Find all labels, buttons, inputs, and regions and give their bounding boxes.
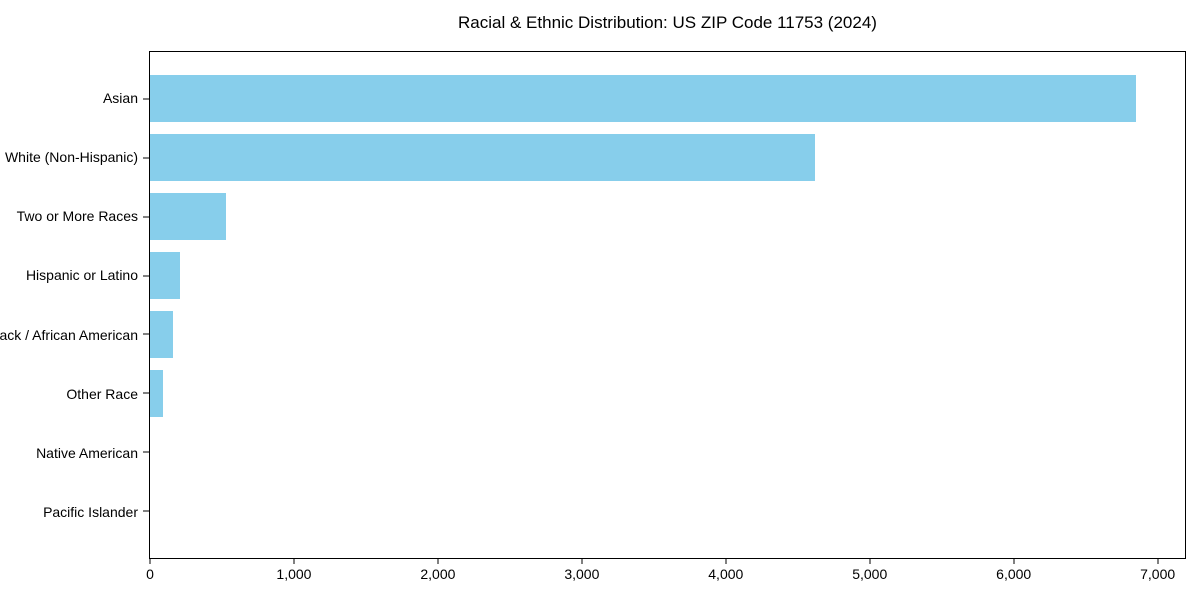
- y-tick-label: Other Race: [66, 385, 138, 402]
- x-tick: [1157, 558, 1159, 564]
- y-tick-label: White (Non-Hispanic): [4, 148, 138, 165]
- y-tick: [143, 451, 150, 453]
- y-tick-label: Hispanic or Latino: [25, 267, 138, 284]
- x-tick-label: 0: [146, 566, 154, 582]
- bar-hispanic-or-latino: [150, 251, 180, 300]
- bar-other-race: [150, 369, 163, 418]
- x-tick: [1013, 558, 1015, 564]
- y-tick-label: Asian: [102, 89, 138, 106]
- bar-two-or-more-races: [150, 192, 227, 241]
- x-tick: [725, 558, 727, 564]
- x-tick: [293, 558, 295, 564]
- y-tick-label: Pacific Islander: [43, 504, 138, 521]
- x-tick: [437, 558, 439, 564]
- chart-title: Racial & Ethnic Distribution: US ZIP Cod…: [458, 13, 877, 32]
- x-tick-label: 2,000: [420, 566, 456, 582]
- x-tick-label: 1,000: [276, 566, 312, 582]
- y-tick-label: Native American: [36, 445, 138, 461]
- bar-white-non-hispanic: [150, 133, 816, 182]
- y-tick: [143, 275, 150, 276]
- x-tick: [149, 558, 151, 564]
- y-axis-labels: Asian White (Non-Hispanic) Two or More Rac…: [0, 51, 149, 559]
- x-tick-label: 3,000: [564, 566, 600, 582]
- x-tick-label: 7,000: [1140, 566, 1176, 582]
- x-tick: [869, 558, 871, 564]
- y-tick-label: Two or More Races: [16, 208, 138, 225]
- y-tick: [143, 216, 150, 218]
- x-tick: [581, 558, 583, 564]
- y-tick: [143, 157, 150, 159]
- x-tick-label: 5,000: [852, 566, 888, 582]
- y-tick: [143, 510, 150, 512]
- y-tick-label: Black / African American: [0, 326, 138, 343]
- bar-asian: [150, 75, 1137, 123]
- y-tick: [143, 98, 150, 100]
- y-tick: [143, 333, 150, 335]
- y-tick: [143, 392, 150, 394]
- x-tick-label: 4,000: [708, 566, 744, 582]
- plot-area: 0 1,000 2,000 3,000 4,000 5,000 6,000 7,000: [143, 51, 1186, 582]
- bar-black-african-american: [150, 310, 174, 359]
- x-tick-label: 6,000: [996, 566, 1032, 582]
